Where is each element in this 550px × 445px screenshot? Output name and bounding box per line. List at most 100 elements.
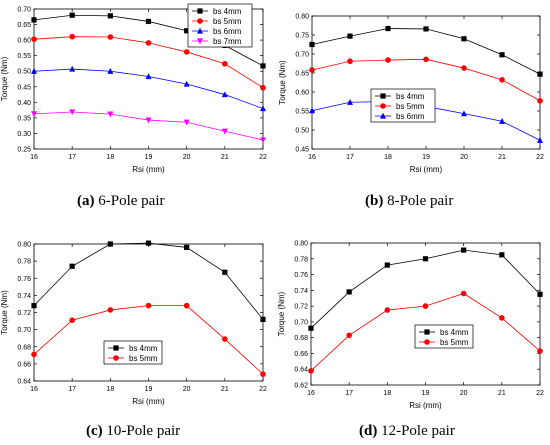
caption-c-text: 10-Pole pair (106, 423, 181, 439)
legend-label: bs 4mm (213, 7, 242, 16)
caption-d-letter: (d) (359, 423, 378, 439)
y-tick-label: 0.68 (294, 335, 308, 342)
data-point (461, 65, 467, 71)
data-point (309, 107, 315, 114)
y-tick-label: 0.25 (17, 147, 31, 154)
data-point (537, 291, 543, 297)
x-axis-label: Rsi (mm) (132, 165, 165, 174)
data-point (183, 80, 190, 87)
y-tick-label: 0.60 (17, 38, 31, 45)
chart-3: 0.64 0.66 0.68 0.70 0.72 0.74 0.76 0.78 0.80 16 17… (0, 240, 267, 406)
x-tick-label: 20 (183, 154, 191, 161)
data-point (346, 332, 352, 339)
y-tick-label: 0.70 (294, 319, 308, 326)
data-point (309, 67, 315, 73)
y-tick-label: 0.74 (294, 288, 308, 295)
legend-label: bs 7mm (213, 37, 242, 46)
caption-c: (c) 10-Pole pair (86, 423, 180, 440)
x-tick-label: 21 (221, 154, 229, 161)
legend-label: bs 4mm (396, 92, 425, 101)
y-tick-label: 0.30 (17, 131, 31, 138)
legend-marker (113, 355, 119, 361)
data-point (107, 13, 113, 19)
caption-b: (b) 8-Pole pair (365, 193, 453, 210)
data-point (145, 73, 152, 80)
data-point (107, 307, 114, 313)
y-tick-label: 0.70 (17, 327, 31, 334)
y-axis-label: Torque (Nm) (0, 56, 9, 101)
y-tick-label: 0.50 (295, 128, 309, 135)
data-point (107, 241, 113, 247)
chart-2: 0.45 0.50 0.55 0.60 0.65 0.70 0.75 0.80 16 17 18 19… (278, 14, 544, 175)
plot-frame (310, 242, 541, 386)
legend-marker (197, 8, 203, 14)
x-tick-label: 21 (498, 390, 506, 397)
chart-1: 0.25 0.30 0.35 0.40 0.45 0.50 0.55 0.60 0.65 0.70… (0, 3, 267, 174)
data-point (145, 302, 152, 309)
x-tick-label: 18 (106, 154, 114, 161)
legend-label: bs 6mm (213, 27, 242, 36)
legend-marker (113, 345, 119, 351)
y-tick-label: 0.70 (295, 52, 309, 59)
y-tick-label: 0.80 (17, 242, 31, 249)
data-point (31, 17, 37, 23)
plot-frame (311, 15, 541, 150)
y-tick-label: 0.80 (294, 241, 308, 248)
data-point (537, 348, 543, 354)
data-point (145, 40, 152, 46)
x-tick-label: 19 (422, 154, 430, 161)
data-point (107, 68, 114, 74)
series-bs-5mm (31, 33, 266, 91)
x-tick-label: 18 (106, 386, 114, 393)
series-bs-4mm (309, 25, 543, 77)
data-point (221, 91, 228, 98)
data-point (347, 58, 353, 65)
data-point (107, 34, 114, 40)
x-tick-label: 19 (422, 390, 430, 397)
data-point (69, 109, 76, 116)
legend-marker (197, 38, 203, 45)
series-bs-6mm (31, 65, 266, 112)
data-point (31, 68, 37, 74)
caption-d-text: 12-Pole pair (381, 423, 455, 439)
x-tick-label: 22 (259, 386, 267, 393)
y-tick-label: 0.60 (295, 90, 309, 97)
data-point (499, 77, 505, 83)
y-tick-label: 0.45 (295, 147, 309, 154)
data-point (31, 111, 37, 118)
x-tick-label: 18 (383, 390, 391, 397)
x-tick-label: 17 (68, 154, 76, 161)
y-tick-label: 0.68 (17, 344, 31, 351)
caption-b-letter: (b) (365, 193, 384, 209)
legend-label: bs 6mm (396, 112, 425, 121)
data-point (384, 307, 391, 313)
caption-c-letter: (c) (86, 423, 103, 439)
x-tick-label: 16 (308, 154, 316, 161)
y-tick-label: 0.35 (17, 115, 31, 122)
data-point (385, 25, 391, 32)
y-tick-label: 0.70 (17, 7, 31, 14)
y-tick-label: 0.55 (17, 53, 31, 60)
data-point (499, 118, 505, 124)
y-tick-label: 0.65 (295, 71, 309, 78)
series-bs-7mm (31, 109, 266, 144)
data-point (499, 315, 505, 321)
data-point (385, 57, 391, 63)
y-tick-label: 0.62 (294, 383, 308, 390)
y-tick-label: 0.64 (17, 379, 31, 386)
x-tick-label: 17 (68, 386, 76, 393)
data-point (222, 60, 228, 67)
data-point (184, 244, 190, 251)
data-point (461, 247, 467, 253)
legend-label: bs 5mm (129, 354, 158, 363)
data-point (422, 303, 429, 309)
y-tick-label: 0.80 (295, 14, 309, 21)
data-point (145, 240, 152, 246)
legend-label: bs 5mm (440, 338, 469, 347)
data-point (346, 289, 352, 295)
data-point (347, 99, 353, 105)
data-point (260, 137, 266, 144)
y-tick-label: 0.76 (294, 272, 308, 279)
